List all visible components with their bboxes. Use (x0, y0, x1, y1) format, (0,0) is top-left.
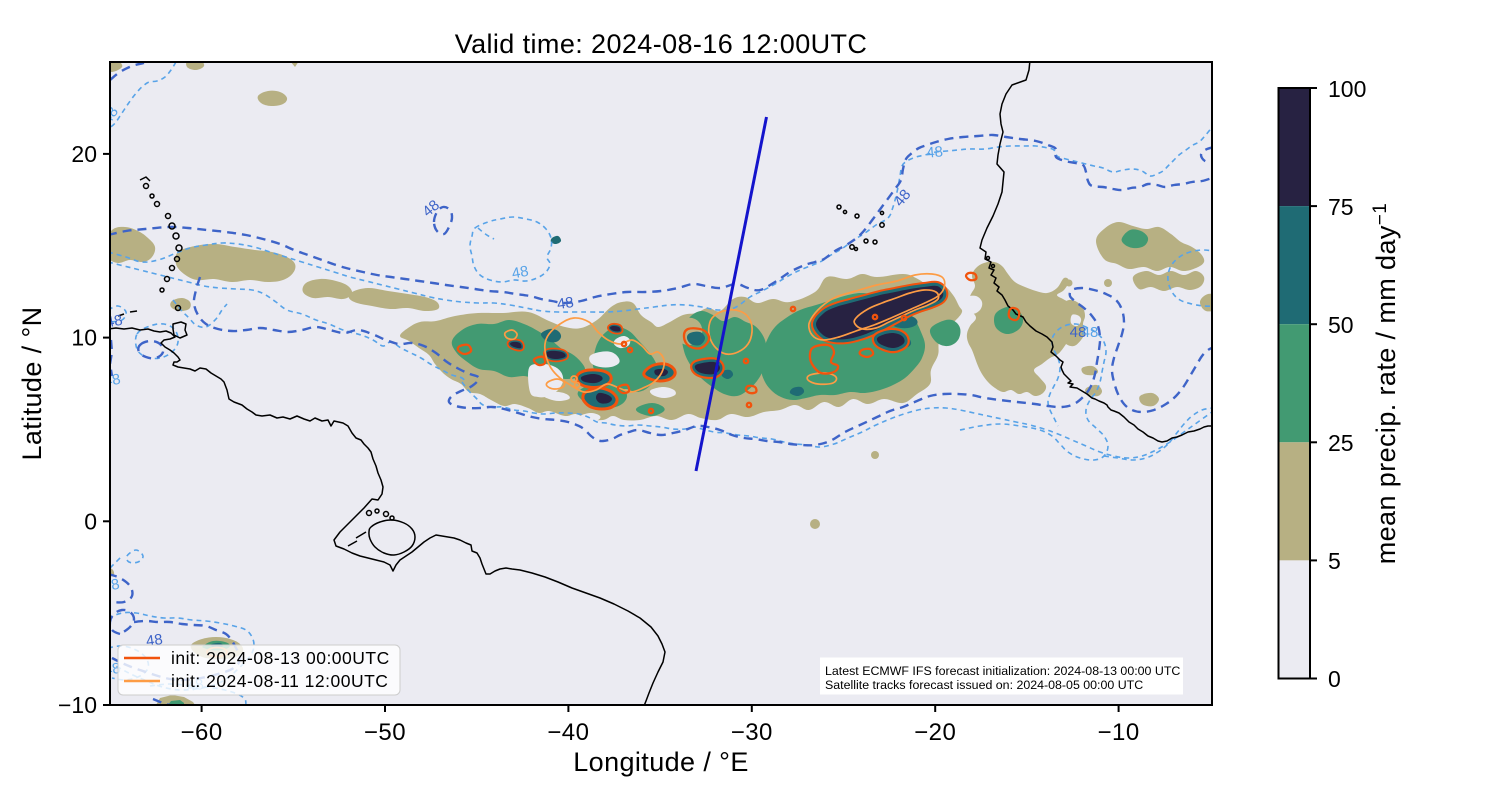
svg-text:Latitude / °N: Latitude / °N (17, 306, 47, 460)
svg-text:−20: −20 (914, 719, 956, 746)
svg-text:48: 48 (1082, 324, 1099, 341)
svg-text:0: 0 (84, 508, 97, 534)
svg-text:−10: −10 (58, 692, 97, 718)
svg-text:−30: −30 (731, 719, 773, 746)
svg-text:Satellite tracks forecast issu: Satellite tracks forecast issued on: 202… (825, 678, 1143, 692)
svg-text:−10: −10 (1097, 719, 1139, 746)
svg-text:100: 100 (1328, 76, 1366, 102)
svg-text:0: 0 (1328, 666, 1341, 692)
svg-text:−40: −40 (547, 719, 589, 746)
svg-text:48: 48 (103, 660, 122, 680)
svg-text:48: 48 (1070, 324, 1087, 341)
svg-text:48: 48 (103, 371, 122, 391)
svg-text:Latest ECMWF IFS forecast init: Latest ECMWF IFS forecast initialization… (825, 664, 1180, 678)
svg-text:48: 48 (105, 312, 124, 332)
svg-text:5: 5 (1328, 548, 1341, 574)
svg-text:mean precip. rate / mm day−1: mean precip. rate / mm day−1 (1370, 203, 1401, 565)
svg-text:50: 50 (1328, 312, 1354, 338)
svg-text:48: 48 (926, 143, 944, 161)
svg-text:75: 75 (1328, 194, 1354, 220)
svg-text:init: 2024-08-11 12:00UTC: init: 2024-08-11 12:00UTC (171, 671, 388, 691)
svg-text:Valid time: 2024-08-16 12:00UT: Valid time: 2024-08-16 12:00UTC (455, 29, 868, 59)
svg-text:−50: −50 (364, 719, 406, 746)
svg-text:10: 10 (71, 325, 97, 351)
svg-text:48: 48 (102, 576, 121, 596)
svg-text:20: 20 (71, 141, 97, 167)
svg-text:48: 48 (511, 263, 530, 283)
svg-text:25: 25 (1328, 430, 1354, 456)
svg-text:48: 48 (556, 294, 575, 313)
svg-text:Longitude / °E: Longitude / °E (573, 747, 749, 777)
svg-text:−60: −60 (180, 719, 222, 746)
svg-text:init: 2024-08-13 00:00UTC: init: 2024-08-13 00:00UTC (171, 648, 390, 668)
